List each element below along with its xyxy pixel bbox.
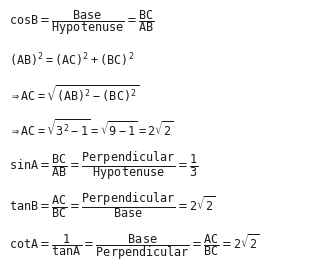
Text: $\mathtt{sinA} = \dfrac{\mathtt{BC}}{\mathtt{AB}} = \dfrac{\mathtt{Perpendicular: $\mathtt{sinA} = \dfrac{\mathtt{BC}}{\ma…: [9, 149, 199, 182]
Text: $\mathtt{tanB} = \dfrac{\mathtt{AC}}{\mathtt{BC}} = \dfrac{\mathtt{Perpendicular: $\mathtt{tanB} = \dfrac{\mathtt{AC}}{\ma…: [9, 191, 216, 221]
Text: $\mathtt{\Rightarrow AC = \sqrt{(AB)^2 - (BC)^2}}$: $\mathtt{\Rightarrow AC = \sqrt{(AB)^2 -…: [9, 84, 140, 105]
Text: $\mathtt{\Rightarrow AC = \sqrt{3^2 - 1} = \sqrt{9-1} = 2\sqrt{2}}$: $\mathtt{\Rightarrow AC = \sqrt{3^2 - 1}…: [9, 119, 174, 140]
Text: $\mathtt{(AB)^2 = (AC)^2 + (BC)^2}$: $\mathtt{(AB)^2 = (AC)^2 + (BC)^2}$: [9, 51, 135, 69]
Text: $\mathtt{cosB} = \dfrac{\mathtt{Base}}{\mathtt{Hypotenuse}} = \dfrac{\mathtt{BC}: $\mathtt{cosB} = \dfrac{\mathtt{Base}}{\…: [9, 8, 155, 37]
Text: $\mathtt{cotA} = \dfrac{\mathtt{1}}{\mathtt{tanA}} = \dfrac{\mathtt{Base}}{\math: $\mathtt{cotA} = \dfrac{\mathtt{1}}{\mat…: [9, 232, 260, 262]
